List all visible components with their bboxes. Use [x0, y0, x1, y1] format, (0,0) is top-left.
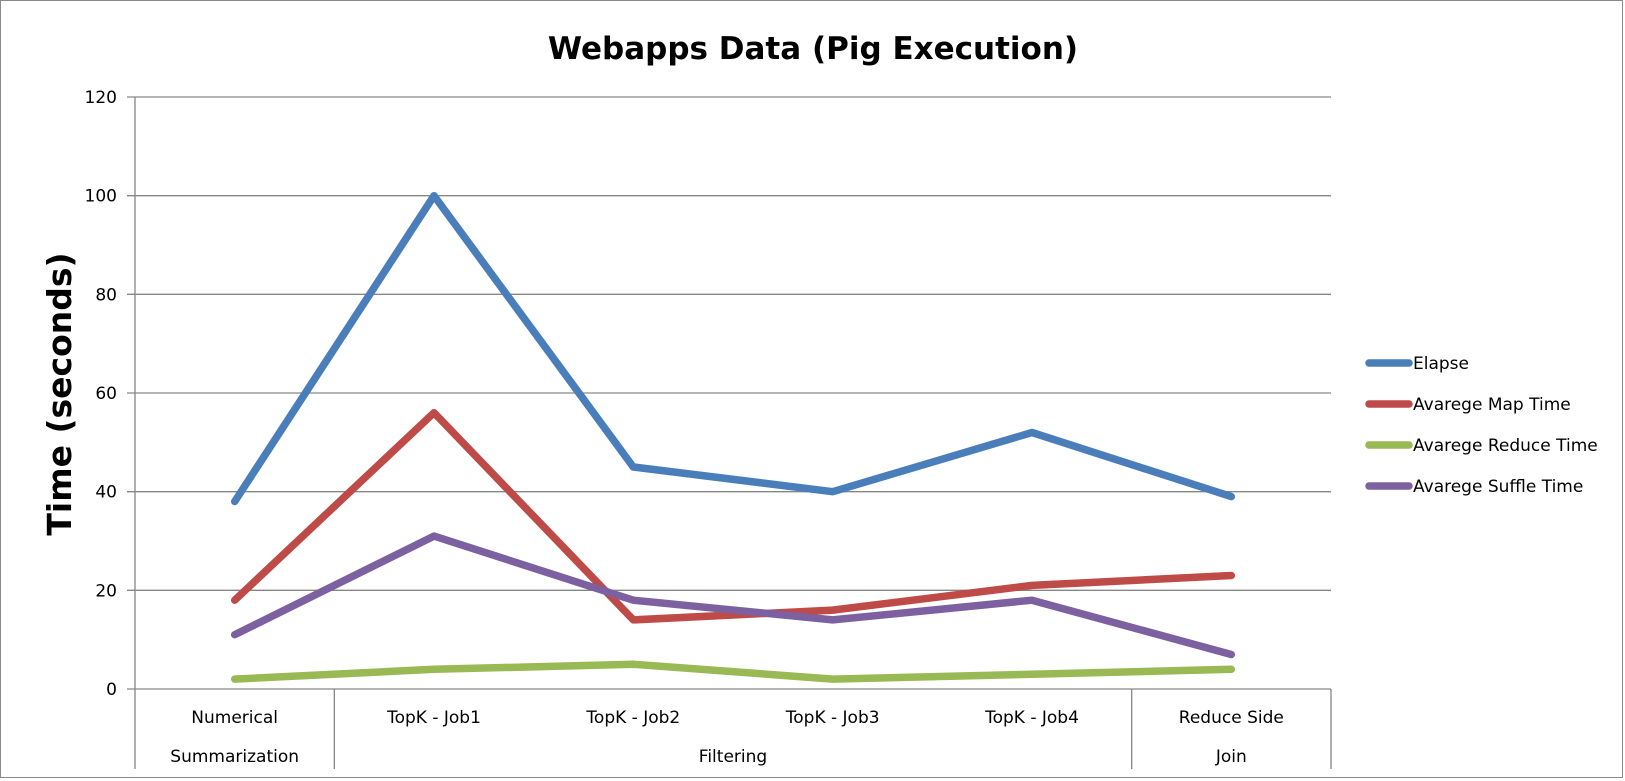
x-group-label: Join: [1215, 747, 1247, 767]
y-tick-label: 120: [85, 88, 117, 108]
y-axis-label: Time (seconds): [40, 252, 79, 535]
legend-label: Avarege Map Time: [1413, 395, 1571, 415]
x-tick-label: TopK - Job1: [386, 708, 481, 728]
y-tick-label: 20: [95, 581, 117, 601]
y-tick-label: 60: [95, 384, 117, 404]
y-tick-label: 80: [95, 285, 117, 305]
series-lines: [230, 191, 1236, 683]
series-line-avarege-reduce-time: [230, 660, 1236, 683]
series-line-avarege-map-time: [230, 408, 1236, 624]
y-tick-label: 40: [95, 483, 117, 503]
x-tick-label: TopK - Job4: [984, 708, 1079, 728]
chart-title: Webapps Data (Pig Execution): [548, 31, 1078, 67]
legend-label: Avarege Suffle Time: [1413, 477, 1583, 497]
axes: [134, 97, 1332, 769]
x-tick-label: Numerical: [191, 708, 278, 728]
x-tick-labels: Numerical TopK - Job1 TopK - Job2 TopK - Jo…: [170, 708, 1284, 767]
legend: Elapse Avarege Map Time Avarege Reduce Tim…: [1365, 354, 1598, 497]
y-tick-labels: 0 20 40 60 80 100 120: [85, 88, 117, 700]
x-tick-label: TopK - Job2: [585, 708, 680, 728]
x-group-label: Summarization: [170, 747, 299, 767]
y-tick-label: 0: [106, 680, 117, 700]
x-group-label: Filtering: [699, 747, 767, 767]
legend-label: Avarege Reduce Time: [1413, 436, 1598, 456]
y-tick-label: 100: [85, 187, 117, 207]
series-line-elapse: [230, 191, 1236, 506]
x-tick-label: Reduce Side: [1179, 708, 1284, 728]
legend-label: Elapse: [1413, 354, 1469, 374]
x-tick-label: TopK - Job3: [785, 708, 880, 728]
series-line-avarege-suffle-time: [230, 532, 1236, 659]
